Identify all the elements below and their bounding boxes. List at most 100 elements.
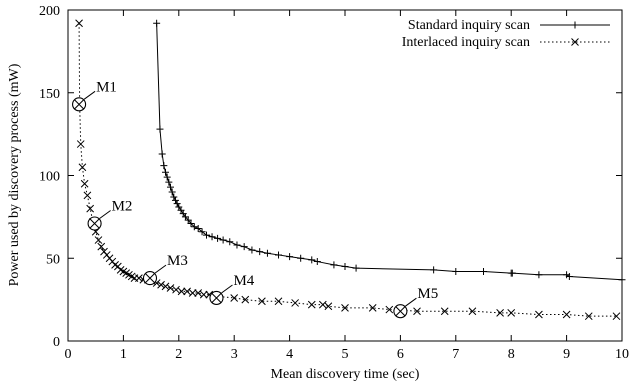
annotation-cross [74,99,84,110]
data-point [341,263,349,271]
x-tick-label: 0 [65,347,72,362]
x-tick-label: 6 [397,347,404,362]
data-point [286,253,294,261]
data-point [241,295,250,304]
legend-label-interlaced: Interlaced inquiry scan [402,35,530,50]
data-point [248,246,256,254]
data-point [187,219,195,227]
data-point [230,294,239,302]
annotation-m2: M2 [87,198,132,231]
legend-x-marker [571,38,579,46]
plot-frame [67,9,623,342]
annotation-leader [221,284,233,294]
data-point [80,179,89,188]
annotation-leader [83,90,96,100]
annotation-label: M4 [233,273,254,289]
annotation-layer: M1 M2 M3 M4 M5 [72,79,438,319]
data-point [190,223,198,231]
annotation-cross [89,218,100,229]
legend-marker-interlaced [571,38,579,46]
y-tick-label: 150 [39,87,60,102]
y-tick-label: 50 [46,252,60,267]
data-point [565,272,573,280]
data-point [157,280,165,289]
data-point [452,267,460,275]
data-point [258,297,266,306]
annotation-m3: M3 [142,253,188,286]
annotation-leader [154,264,167,274]
data-point [166,284,175,292]
annotation-label: M1 [96,79,117,95]
annotation-m1: M1 [72,79,117,112]
data-point [94,236,103,244]
data-point [171,196,179,204]
data-point [584,312,593,321]
data-point [172,285,180,294]
data-point [385,305,394,314]
data-point [199,290,208,299]
data-point [75,19,83,28]
data-point [612,312,621,321]
data-point [291,299,299,307]
data-point [535,310,543,319]
y-axis-label: Power used by discovery process (mW) [7,63,22,286]
data-point [156,125,164,133]
x-tick-label: 7 [452,347,459,362]
data-point [330,261,338,269]
data-point [313,258,321,266]
data-point [194,289,203,297]
data-point [468,307,477,316]
data-point [170,193,178,201]
data-point [507,309,516,317]
data-point [275,251,283,259]
data-point [307,300,316,309]
data-point [168,188,176,196]
data-point [153,19,161,27]
annotation-label: M5 [417,286,438,302]
data-point [256,248,264,256]
data-point [240,243,248,251]
data-point [86,204,95,213]
x-tick-label: 10 [615,347,629,362]
data-point [163,173,171,181]
x-tick-label: 9 [563,347,570,362]
data-point [97,242,106,251]
data-point [177,287,186,296]
annotation-leader [405,297,417,307]
legend-label-standard: Standard inquiry scan [408,18,530,33]
data-point [480,267,487,275]
legend-marker-standard [571,21,579,29]
data-point [226,238,234,246]
data-point [562,310,571,319]
data-point [165,178,173,186]
x-tick-label: 4 [286,347,293,362]
data-point [440,307,449,316]
annotation-cross [395,306,406,317]
x-tick-label: 5 [342,347,349,362]
data-point [341,304,349,312]
data-point [160,162,168,170]
annotation-label: M3 [167,253,188,269]
x-tick-label: 3 [231,347,238,362]
data-point [219,236,227,244]
y-tick-label: 0 [53,335,60,350]
legend-plus-marker [571,21,579,29]
data-point [318,300,327,309]
data-point [183,287,191,296]
x-axis-label: Mean discovery time (sec) [271,367,420,382]
data-point [78,163,87,172]
data-point [308,256,316,264]
annotation-m4: M4 [209,273,255,306]
data-point [173,200,181,208]
y-tick-label: 200 [39,4,60,19]
data-point [83,191,92,200]
x-tick-label: 1 [120,347,127,362]
legend: Standard inquiry scan Interlaced inquiry… [402,18,610,50]
data-point [203,231,210,239]
data-point [535,271,543,279]
data-point [430,266,438,274]
annotation-cross [145,273,155,283]
data-point [352,264,360,272]
annotation-m5: M5 [393,286,438,319]
data-point [274,297,283,306]
